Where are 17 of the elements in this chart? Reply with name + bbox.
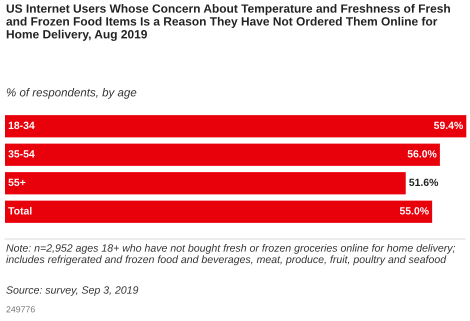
data-label: 59.4%: [434, 122, 463, 130]
data-label: 56.0%: [408, 150, 437, 158]
source-note: Source: survey, Sep 3, 2019: [6, 286, 138, 296]
chart-title: US Internet Users Whose Concern About Temperature and Freshness of Fresh and Frozen Food Items Is a Reason They Have Not Ordered Them Online for Home Delivery, Aug 2019: [6, 4, 450, 41]
bar: [5, 172, 406, 194]
y-tick-label: Total: [8, 206, 32, 215]
y-tick-label: 55+: [8, 178, 26, 186]
y-tick-label: 18-34: [8, 122, 35, 130]
text: Note: n=2,952 ages 18+ who have not bought fresh or frozen groceries online for home delivery; includes refrigerated and frozen food and beverages, meat, produce, fruit, poultry and seafood: [6, 244, 456, 266]
bar: [5, 144, 440, 166]
bar: [5, 200, 432, 223]
chart-subtitle: % of respondents, by age: [6, 88, 136, 99]
y-tick-label: 35-54: [8, 150, 35, 158]
bar: [5, 115, 466, 138]
text: 249776: [6, 306, 35, 312]
data-label: 51.6%: [409, 178, 438, 186]
data-label: 55.0%: [400, 207, 429, 215]
